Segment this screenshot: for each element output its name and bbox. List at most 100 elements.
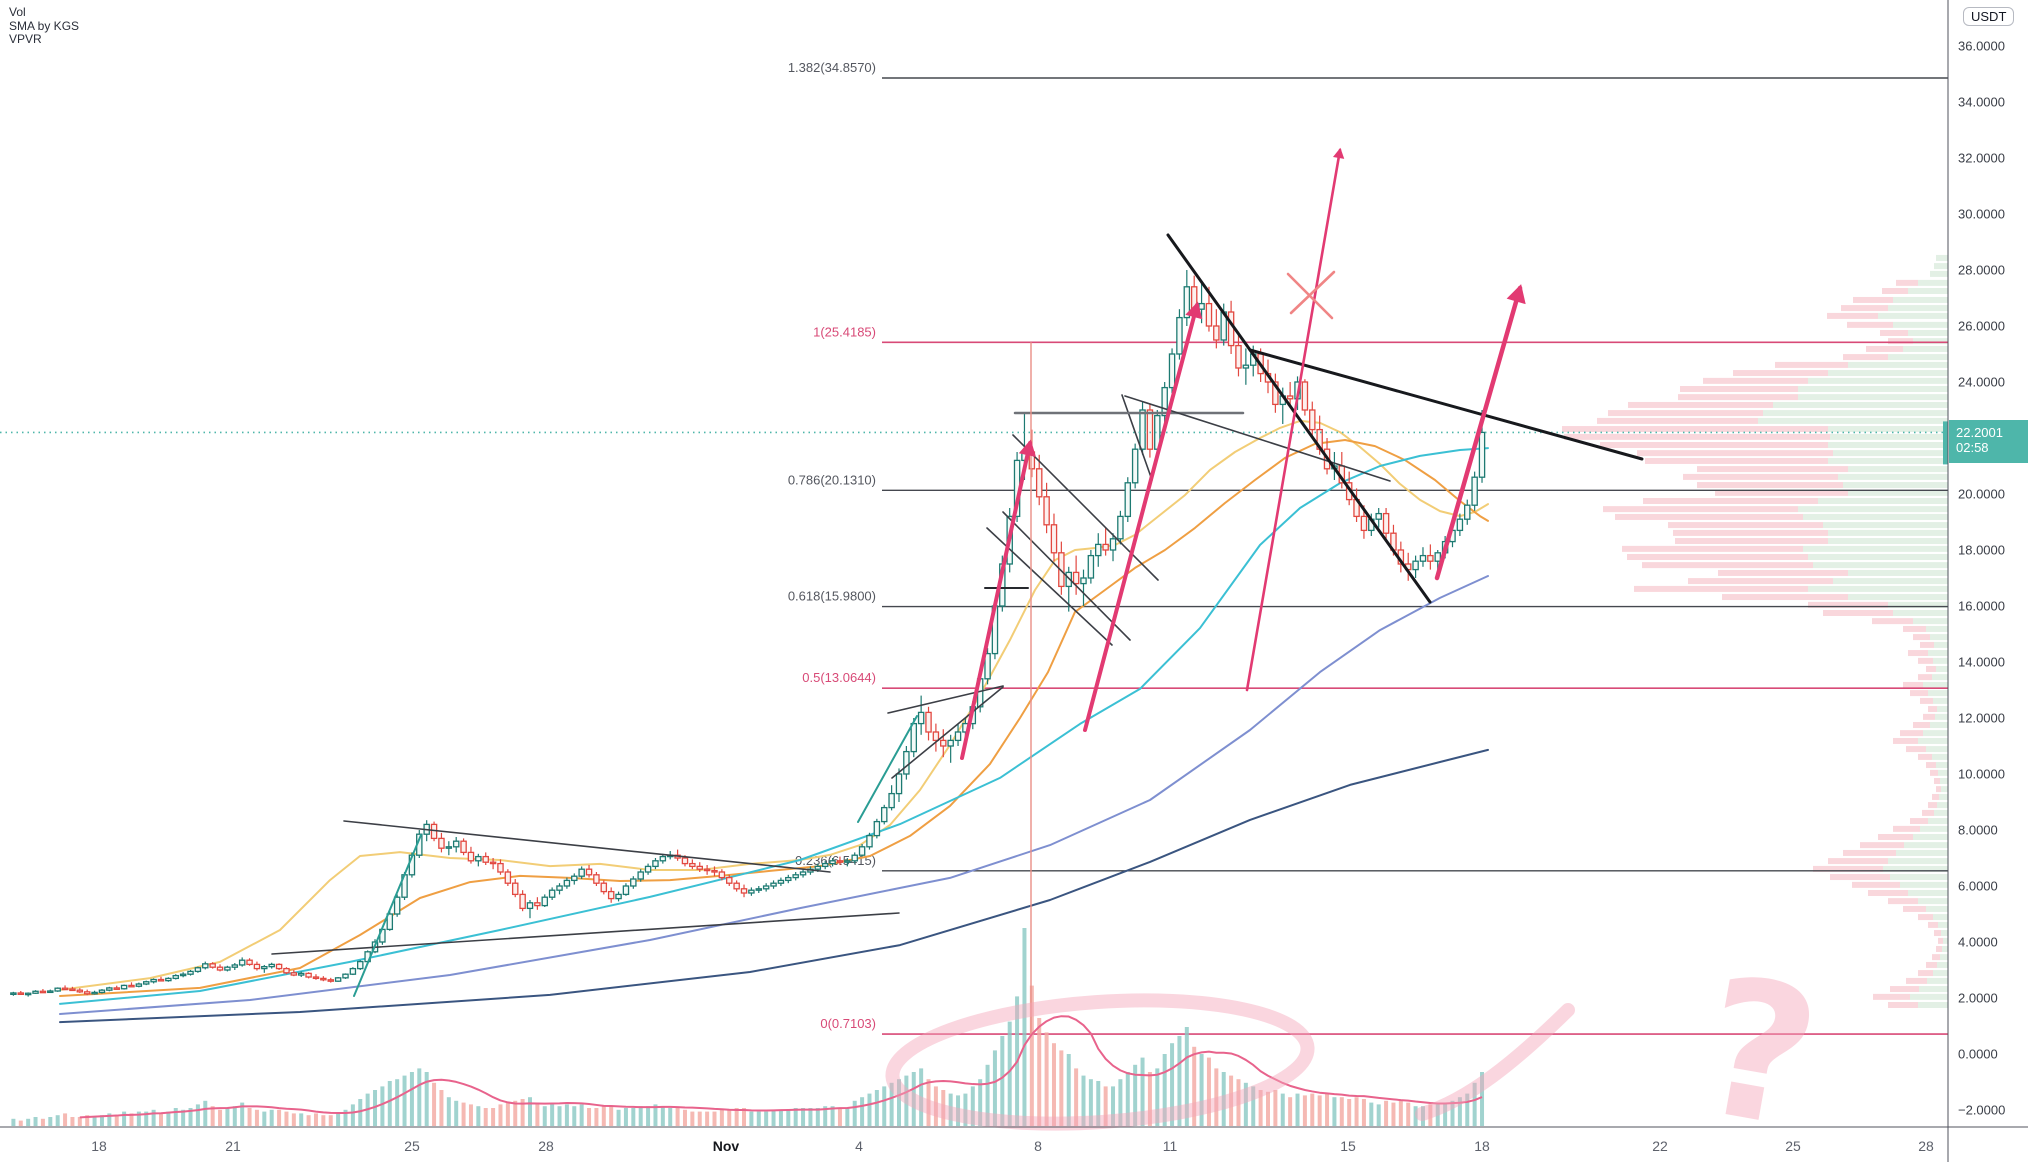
legend-item-vol[interactable]: Vol bbox=[9, 5, 26, 19]
time-axis-label[interactable]: 18 bbox=[91, 1138, 107, 1154]
price-axis-label[interactable]: −2.0000 bbox=[1958, 1103, 2005, 1118]
candle-body bbox=[718, 871, 726, 879]
trend-arrow bbox=[960, 439, 1036, 760]
vpvr-row-sell bbox=[1597, 417, 1758, 424]
time-axis-label[interactable]: 15 bbox=[1340, 1138, 1356, 1154]
time-axis-label[interactable]: 25 bbox=[1785, 1138, 1801, 1154]
vpvr-row-sell bbox=[1906, 977, 1927, 984]
candle-body bbox=[334, 977, 342, 982]
candle-body bbox=[1131, 448, 1139, 484]
vpvr-row-buy bbox=[1937, 706, 1948, 713]
price-axis-label[interactable]: 6.0000 bbox=[1958, 879, 1998, 894]
vpvr-row-sell bbox=[1920, 641, 1934, 648]
candle-body bbox=[755, 888, 763, 891]
vpvr-row-sell bbox=[1868, 890, 1908, 896]
price-axis-label[interactable]: 18.0000 bbox=[1958, 543, 2005, 558]
price-axis-label[interactable]: 12.0000 bbox=[1958, 711, 2005, 726]
vpvr-row-buy bbox=[1893, 321, 1948, 328]
candle-body bbox=[438, 837, 445, 849]
volume-bar bbox=[85, 1115, 90, 1126]
price-axis-label[interactable]: 10.0000 bbox=[1958, 767, 2005, 782]
fib-label: 0.786(20.1310) bbox=[788, 472, 876, 487]
candle-body bbox=[475, 855, 482, 862]
vpvr-row-sell bbox=[1673, 529, 1828, 536]
time-axis-label[interactable]: Nov bbox=[713, 1138, 740, 1154]
vpvr-row-sell bbox=[1847, 321, 1893, 328]
volume-bar bbox=[18, 1120, 23, 1126]
price-axis-label[interactable]: 24.0000 bbox=[1958, 375, 2005, 390]
vpvr-row-sell bbox=[1923, 713, 1935, 720]
vpvr-row-sell bbox=[1808, 601, 1888, 608]
volume-bar bbox=[1273, 1090, 1278, 1126]
volume-bar bbox=[284, 1111, 289, 1126]
candle-body bbox=[1139, 409, 1146, 450]
vpvr-row-sell bbox=[1928, 921, 1938, 928]
time-axis-label[interactable]: 28 bbox=[1918, 1138, 1934, 1154]
legend-item-sma[interactable]: SMA by KGS bbox=[9, 18, 80, 33]
vpvr-row-sell bbox=[1678, 394, 1798, 401]
last-price-value: 22.2001 bbox=[1956, 425, 2003, 440]
candle-body bbox=[54, 987, 61, 992]
candle-body bbox=[106, 987, 113, 991]
quote-currency-badge[interactable]: USDT bbox=[1963, 7, 2015, 26]
time-axis-label[interactable]: 18 bbox=[1474, 1138, 1490, 1154]
candle-body bbox=[777, 879, 785, 884]
vpvr-row-buy bbox=[1890, 874, 1948, 881]
candle-body bbox=[467, 851, 475, 862]
candle-body bbox=[452, 840, 460, 848]
price-axis-label[interactable]: 20.0000 bbox=[1958, 487, 2005, 502]
vpvr-row-buy bbox=[1848, 361, 1948, 368]
price-axis-label[interactable]: 26.0000 bbox=[1958, 319, 2005, 334]
price-axis-label[interactable]: 32.0000 bbox=[1958, 151, 2005, 166]
volume-bar bbox=[328, 1115, 333, 1126]
time-axis-label[interactable]: 21 bbox=[225, 1138, 241, 1154]
volume-bar bbox=[623, 1108, 628, 1126]
legend-item-vpvr[interactable]: VPVR bbox=[9, 32, 42, 46]
price-axis-tick bbox=[1943, 421, 1948, 465]
price-axis-label[interactable]: 34.0000 bbox=[1958, 95, 2005, 110]
volume-bar bbox=[277, 1109, 282, 1126]
price-axis-label[interactable]: 30.0000 bbox=[1958, 207, 2005, 222]
price-axis-label[interactable]: 2.0000 bbox=[1958, 991, 1998, 1006]
candle-body bbox=[76, 989, 84, 993]
candle-body bbox=[578, 868, 585, 877]
vpvr-row-sell bbox=[1934, 930, 1941, 937]
vpvr-row-sell bbox=[1872, 618, 1913, 625]
volume-bar bbox=[203, 1100, 208, 1126]
time-axis-label[interactable]: 4 bbox=[855, 1138, 863, 1154]
time-axis-label[interactable]: 25 bbox=[404, 1138, 420, 1154]
volume-bar bbox=[1199, 1054, 1204, 1126]
candle-body bbox=[903, 750, 910, 775]
price-axis-label[interactable]: 28.0000 bbox=[1958, 263, 2005, 278]
price-axis-label[interactable]: 14.0000 bbox=[1958, 655, 2005, 670]
time-axis-label[interactable]: 28 bbox=[538, 1138, 554, 1154]
volume-bar bbox=[1125, 1072, 1130, 1126]
last-price-badge[interactable]: 22.2001 02:58 bbox=[1949, 420, 2028, 463]
time-axis-label[interactable]: 11 bbox=[1163, 1138, 1178, 1154]
volume-bar bbox=[616, 1109, 621, 1126]
vpvr-row-sell bbox=[1896, 279, 1918, 286]
volume-bar bbox=[911, 1072, 916, 1126]
volume-bar bbox=[313, 1113, 318, 1126]
volume-bar bbox=[1457, 1097, 1462, 1126]
price-axis-label[interactable]: 36.0000 bbox=[1958, 39, 2005, 54]
candle-body bbox=[47, 990, 54, 994]
vpvr-row-buy bbox=[1939, 793, 1948, 800]
vpvr-row-sell bbox=[1888, 898, 1918, 905]
vpvr-row-sell bbox=[1564, 433, 1830, 440]
vpvr-row-sell bbox=[1882, 288, 1908, 294]
candle-body bbox=[1471, 476, 1478, 506]
time-axis-label[interactable]: 8 bbox=[1034, 1138, 1042, 1154]
volume-bar bbox=[1206, 1057, 1211, 1126]
volume-bar bbox=[1288, 1097, 1293, 1126]
time-axis-label[interactable]: 22 bbox=[1652, 1138, 1668, 1154]
vpvr-row-sell bbox=[1880, 330, 1908, 336]
price-axis-label[interactable]: 0.0000 bbox=[1958, 1047, 1998, 1062]
volume-bar bbox=[609, 1106, 614, 1126]
price-axis-label[interactable]: 8.0000 bbox=[1958, 823, 1998, 838]
price-axis-label[interactable]: 4.0000 bbox=[1958, 935, 1998, 950]
price-axis-label[interactable]: 16.0000 bbox=[1958, 599, 2005, 614]
volume-bar bbox=[1266, 1091, 1270, 1126]
